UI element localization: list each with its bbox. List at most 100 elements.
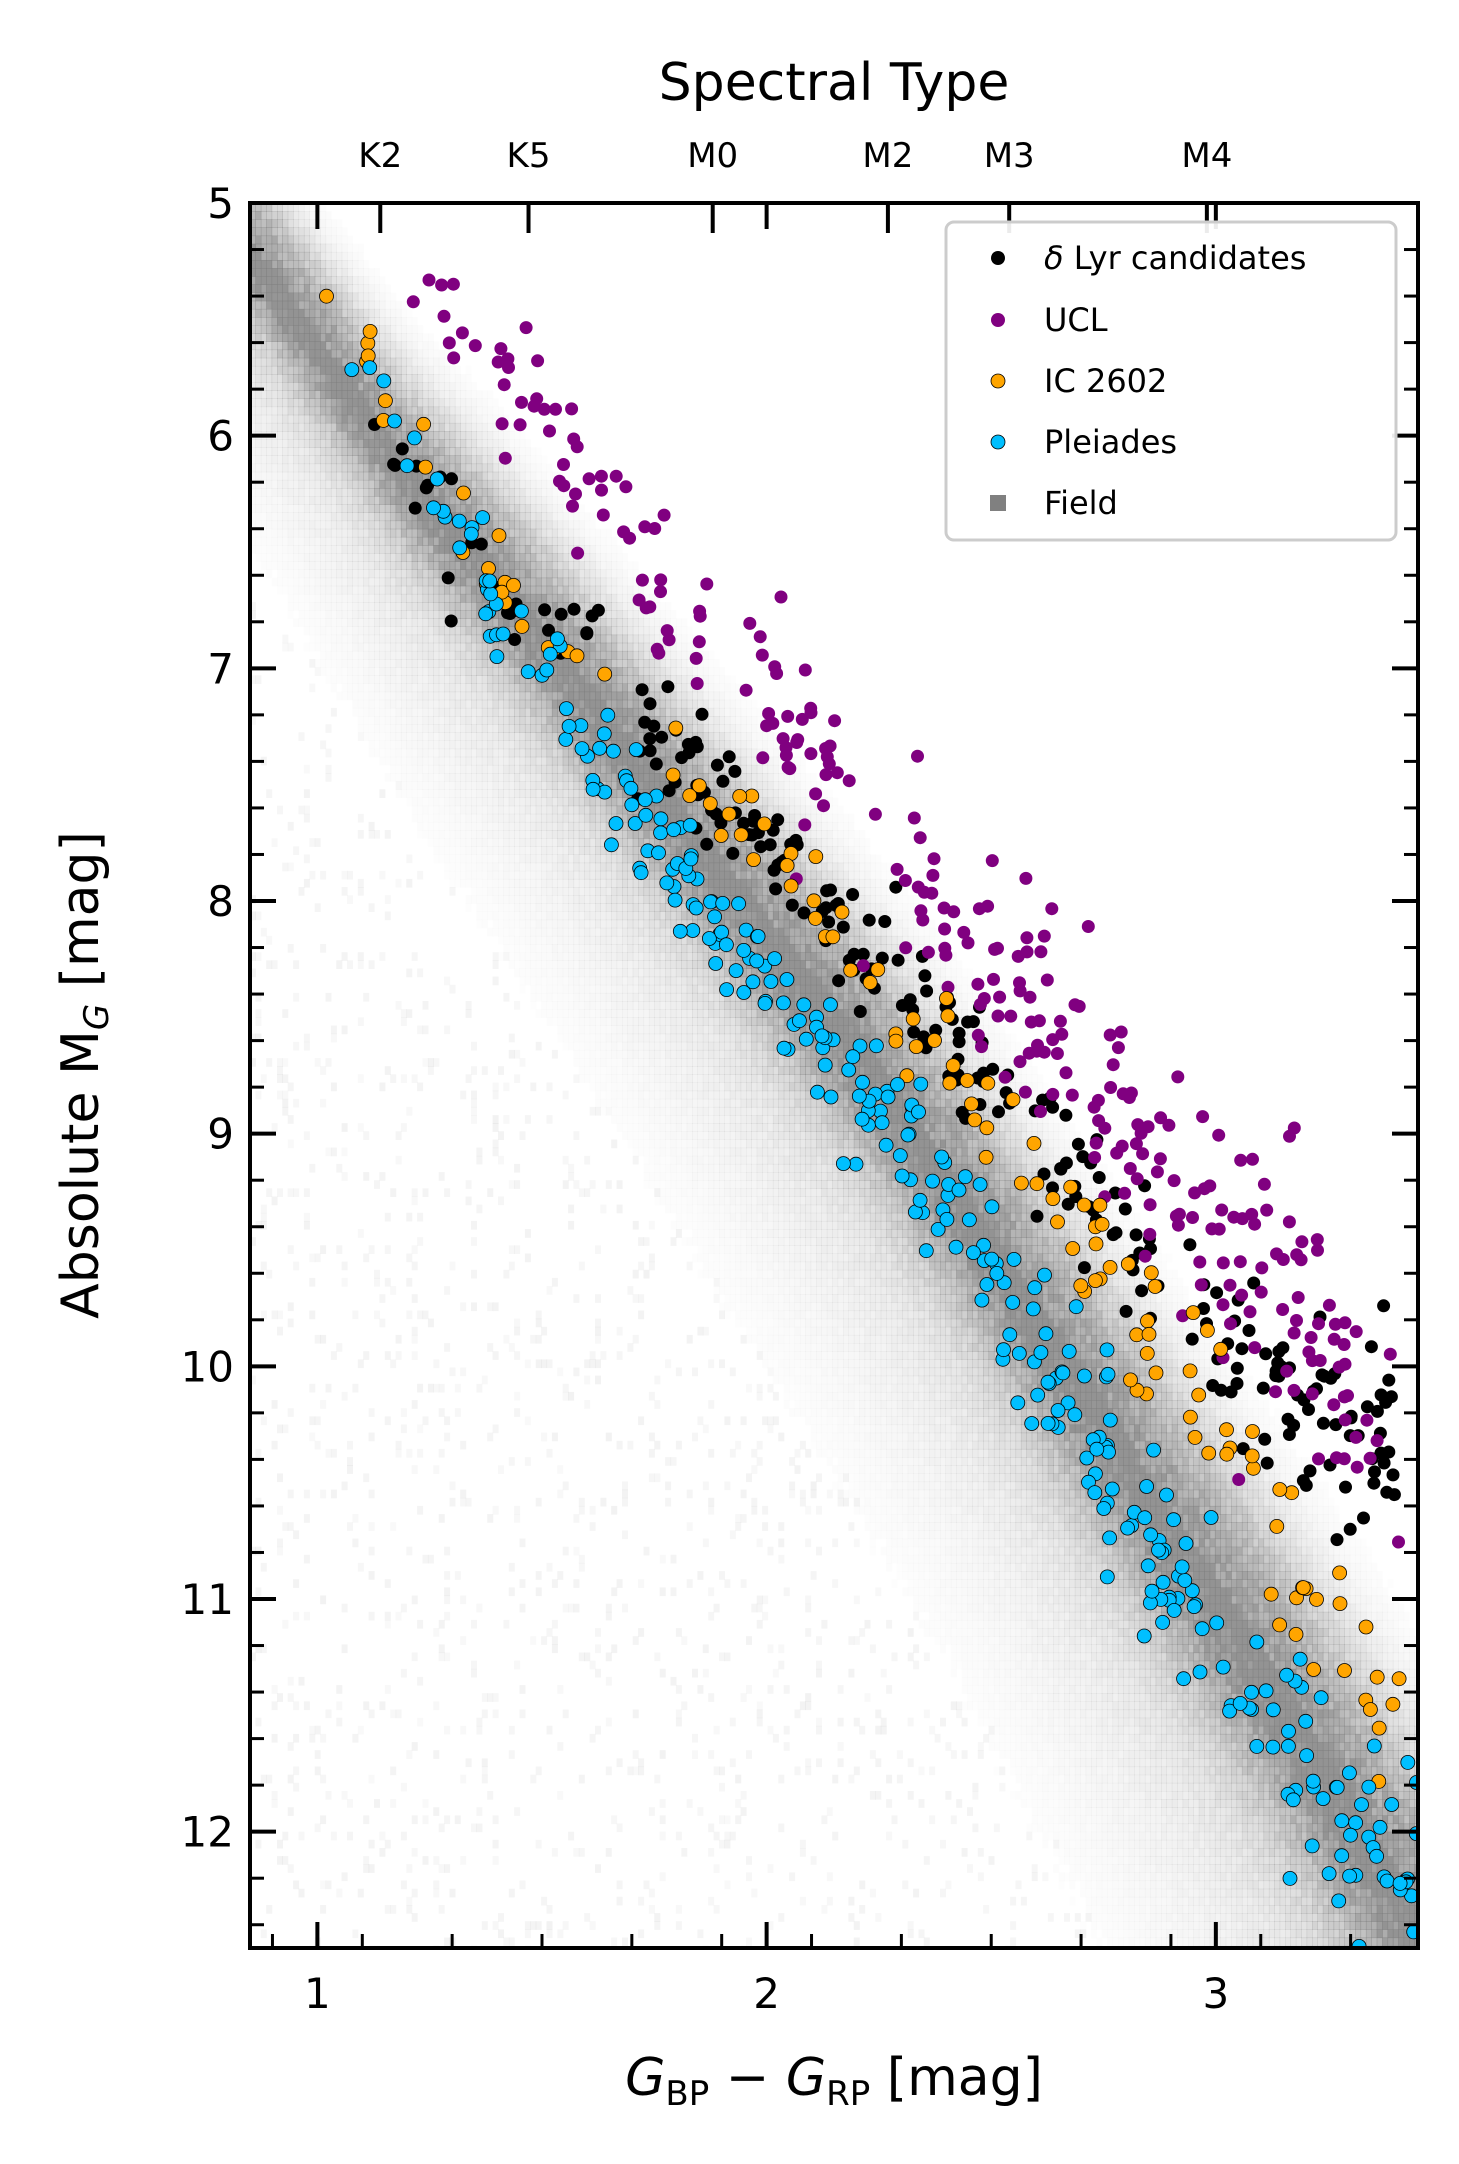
field-density-cell xyxy=(330,260,337,269)
field-density-cell xyxy=(395,1611,402,1621)
field-density-cell xyxy=(406,577,413,587)
field-density-cell xyxy=(384,349,391,359)
field-density-cell xyxy=(395,496,402,505)
field-density-cell xyxy=(530,878,537,888)
field-density-cell xyxy=(379,292,386,302)
field-density-cell xyxy=(309,627,315,636)
field-density-cell xyxy=(330,447,337,456)
field-density-cell xyxy=(347,659,353,668)
field-density-cell xyxy=(454,732,461,741)
field-density-cell xyxy=(590,521,596,530)
field-density-cell xyxy=(616,650,623,660)
field-density-cell xyxy=(336,268,343,277)
field-density-cell xyxy=(277,439,283,448)
field-density-cell xyxy=(481,1758,488,1768)
field-density-cell xyxy=(530,683,537,693)
field-density-cell xyxy=(314,577,321,587)
field-density-cell xyxy=(605,626,612,636)
field-density-cell xyxy=(519,748,526,758)
field-density-cell xyxy=(298,488,305,497)
field-density-cell xyxy=(514,536,521,546)
field-density-cell xyxy=(422,504,429,513)
field-density-cell xyxy=(298,382,305,391)
field-density-cell xyxy=(578,1497,585,1507)
field-density-cell xyxy=(476,683,483,693)
field-density-cell xyxy=(320,390,327,399)
field-density-cell xyxy=(293,357,300,367)
field-density-cell xyxy=(460,797,467,807)
field-density-cell xyxy=(568,1034,574,1043)
field-density-cell xyxy=(498,870,504,880)
field-density-cell xyxy=(605,805,612,815)
field-density-cell xyxy=(330,610,337,619)
field-density-cell xyxy=(498,683,504,693)
field-density-cell xyxy=(336,528,343,538)
field-density-cell xyxy=(471,610,477,619)
field-density-cell xyxy=(519,1603,526,1613)
field-density-cell xyxy=(492,667,499,676)
field-density-cell xyxy=(498,618,504,627)
field-density-cell xyxy=(282,382,289,391)
field-density-cell xyxy=(320,455,327,465)
field-density-cell xyxy=(498,764,504,774)
field-density-cell xyxy=(508,512,515,522)
field-density-cell xyxy=(374,1799,380,1808)
field-density-cell xyxy=(503,1269,510,1279)
field-density-cell xyxy=(524,1457,531,1466)
field-density-cell xyxy=(498,920,504,929)
field-density-cell xyxy=(287,268,294,277)
field-density-cell xyxy=(492,610,499,619)
field-density-cell xyxy=(250,968,256,978)
field-density-cell xyxy=(530,903,537,912)
field-density-cell xyxy=(530,626,537,636)
field-density-cell xyxy=(288,570,294,579)
field-density-cell xyxy=(568,536,575,546)
field-density-cell xyxy=(260,251,267,261)
field-density-cell xyxy=(411,1465,418,1474)
field-density-cell xyxy=(320,602,327,611)
field-density-cell xyxy=(352,300,359,310)
field-density-cell xyxy=(266,545,272,554)
field-density-cell xyxy=(314,903,321,912)
field-density-cell xyxy=(411,1351,418,1360)
field-density-cell xyxy=(465,683,472,693)
field-density-cell xyxy=(433,398,440,408)
field-density-cell xyxy=(271,1733,278,1743)
field-density-cell xyxy=(417,642,424,652)
field-density-cell xyxy=(385,749,391,758)
field-density-cell xyxy=(260,260,267,269)
field-density-cell xyxy=(471,496,477,505)
field-density-cell xyxy=(395,308,402,318)
field-density-cell xyxy=(390,585,397,595)
field-density-cell xyxy=(400,496,407,505)
field-density-cell xyxy=(266,398,273,408)
field-density-cell xyxy=(605,593,612,603)
field-density-cell xyxy=(573,1026,579,1035)
field-density-cell xyxy=(250,439,256,448)
field-density-cell xyxy=(325,1880,332,1890)
field-density-cell xyxy=(578,569,585,579)
field-density-cell xyxy=(422,536,429,546)
field-density-cell xyxy=(417,577,424,587)
field-density-cell xyxy=(250,488,256,497)
field-density-cell xyxy=(390,1074,397,1083)
field-density-cell xyxy=(293,390,300,399)
field-density-cell xyxy=(330,1351,337,1360)
field-density-cell xyxy=(578,862,585,872)
field-density-cell xyxy=(255,488,262,497)
field-density-cell xyxy=(385,757,391,766)
field-density-cell xyxy=(530,504,537,513)
field-density-cell xyxy=(589,976,596,986)
field-density-cell xyxy=(589,1017,596,1026)
field-density-cell xyxy=(530,952,536,961)
field-density-cell xyxy=(444,528,451,538)
field-density-cell xyxy=(411,1188,418,1197)
field-density-cell xyxy=(282,545,289,554)
field-density-cell xyxy=(449,773,456,782)
field-density-cell xyxy=(492,1424,499,1434)
field-density-cell xyxy=(568,520,575,530)
field-density-cell xyxy=(524,903,531,912)
field-density-cell xyxy=(287,365,294,375)
field-density-cell xyxy=(551,602,558,611)
field-density-cell xyxy=(595,699,601,709)
